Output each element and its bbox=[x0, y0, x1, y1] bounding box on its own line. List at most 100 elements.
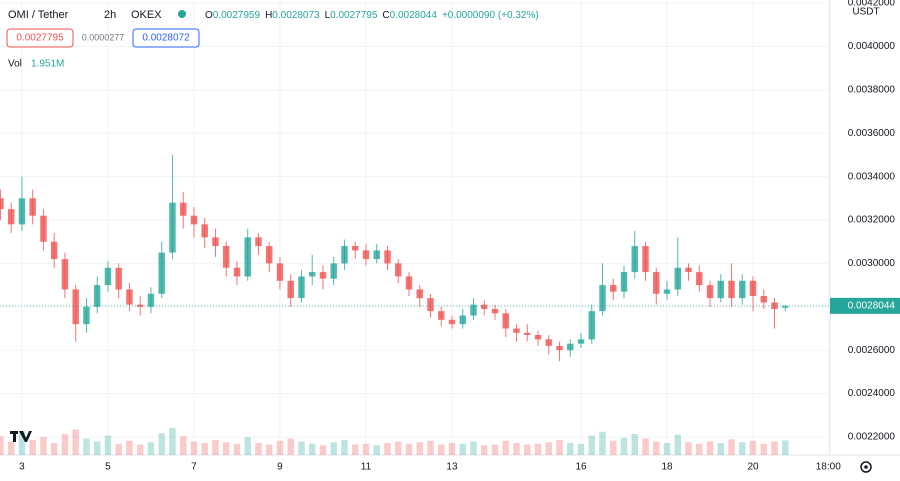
volume-bar bbox=[545, 442, 552, 455]
volume-bar bbox=[222, 442, 230, 455]
volume-bar bbox=[0, 436, 4, 455]
h-value: 0.0028073 bbox=[272, 10, 320, 21]
candle-body bbox=[201, 224, 208, 238]
x-tick-label: 13 bbox=[446, 462, 458, 473]
volume-bar bbox=[739, 442, 746, 455]
volume-bar bbox=[265, 444, 273, 455]
c-prefix: C bbox=[382, 10, 389, 21]
o-prefix: O bbox=[205, 10, 213, 21]
volume-bar bbox=[642, 438, 649, 455]
volume-bar bbox=[760, 443, 767, 455]
candle-body bbox=[610, 285, 617, 292]
candle-body bbox=[749, 280, 757, 296]
y-tick-label: 0.0022000 bbox=[848, 432, 896, 443]
volume-bar bbox=[696, 443, 703, 455]
candle-body bbox=[29, 198, 36, 216]
x-tick-label: 20 bbox=[747, 462, 759, 473]
y-tick-label: 0.0038000 bbox=[848, 84, 896, 95]
candle-body bbox=[760, 295, 767, 303]
candle-body bbox=[556, 345, 563, 351]
candle-body bbox=[276, 263, 284, 281]
volume-bar bbox=[330, 442, 337, 455]
volume-layer bbox=[0, 428, 789, 455]
volume-bar bbox=[491, 444, 499, 455]
volume-bar bbox=[438, 444, 445, 455]
candle-body bbox=[513, 328, 520, 333]
volume-bar bbox=[50, 443, 58, 455]
volume-bar bbox=[620, 437, 628, 455]
settings-icon[interactable] bbox=[860, 461, 872, 473]
candle-body bbox=[438, 311, 445, 320]
volume-bar bbox=[674, 434, 681, 455]
volume-bar bbox=[653, 441, 660, 455]
candle-body bbox=[782, 305, 789, 308]
x-tick-label: 3 bbox=[19, 462, 25, 473]
y-tick-label: 0.0032000 bbox=[848, 215, 896, 226]
x-tick-label: 9 bbox=[277, 462, 283, 473]
volume-bar bbox=[287, 438, 294, 455]
volume-bar bbox=[470, 441, 477, 455]
volume-bar bbox=[749, 440, 757, 455]
candle-body bbox=[351, 246, 359, 251]
volume-bar bbox=[567, 443, 574, 455]
candle-body bbox=[373, 250, 380, 260]
candle-body bbox=[169, 202, 176, 253]
volume-bar bbox=[782, 440, 789, 455]
candle-body bbox=[631, 246, 638, 273]
candle-body bbox=[395, 263, 402, 277]
candle-body bbox=[427, 298, 434, 312]
candle-body bbox=[0, 198, 4, 210]
symbol-title: OMI / Tether bbox=[8, 9, 69, 21]
candle-body bbox=[416, 289, 423, 299]
sell-box[interactable] bbox=[6, 28, 74, 48]
candle-body bbox=[545, 339, 552, 346]
volume-bar bbox=[728, 439, 735, 455]
candle-body bbox=[298, 276, 305, 299]
candle-body bbox=[588, 311, 595, 340]
buy-box[interactable] bbox=[132, 28, 200, 48]
candle-body bbox=[147, 293, 155, 307]
volume-bar bbox=[104, 435, 112, 455]
volume-bar bbox=[18, 431, 26, 455]
volume-bar bbox=[158, 433, 165, 455]
volume-bar bbox=[72, 429, 79, 455]
candle-body bbox=[179, 202, 187, 216]
o-value: 0.0027959 bbox=[213, 10, 261, 21]
volume-bar bbox=[61, 434, 69, 455]
volume-bar bbox=[147, 442, 155, 455]
candle-body bbox=[319, 272, 327, 279]
candle-body bbox=[674, 267, 681, 290]
volume-title: Vol bbox=[8, 59, 22, 70]
candle-body bbox=[448, 319, 456, 325]
volume-bar bbox=[308, 443, 316, 455]
candle-body bbox=[685, 267, 692, 273]
x-tick-label: 18:00 bbox=[816, 462, 841, 473]
tv-logo bbox=[10, 431, 32, 442]
volume-bar bbox=[502, 440, 509, 455]
candle-body bbox=[717, 280, 724, 299]
volume-bar bbox=[136, 444, 144, 455]
volume-bar bbox=[244, 437, 251, 455]
candle-body bbox=[341, 246, 348, 264]
candle-body bbox=[599, 285, 606, 312]
candle-body bbox=[620, 272, 628, 292]
candle-body bbox=[696, 272, 703, 286]
volume-bar bbox=[7, 441, 15, 455]
x-tick-label: 18 bbox=[661, 462, 673, 473]
candle-body bbox=[158, 252, 165, 294]
candle-body bbox=[502, 313, 509, 329]
volume-bar bbox=[534, 443, 542, 455]
exchange: OKEX bbox=[131, 9, 162, 21]
volume-bar bbox=[685, 442, 692, 455]
volume-bar bbox=[717, 443, 724, 455]
c-value: 0.0028044 bbox=[390, 10, 438, 21]
last-price-label: 0.0028044 bbox=[848, 300, 896, 311]
candle-body bbox=[287, 280, 294, 299]
volume-bar bbox=[588, 435, 595, 455]
last-price-box bbox=[830, 297, 900, 314]
axes: 0.00220000.00240000.00260000.00280000.00… bbox=[19, 0, 900, 473]
candle-body bbox=[255, 237, 262, 247]
volume-bar bbox=[212, 440, 219, 455]
